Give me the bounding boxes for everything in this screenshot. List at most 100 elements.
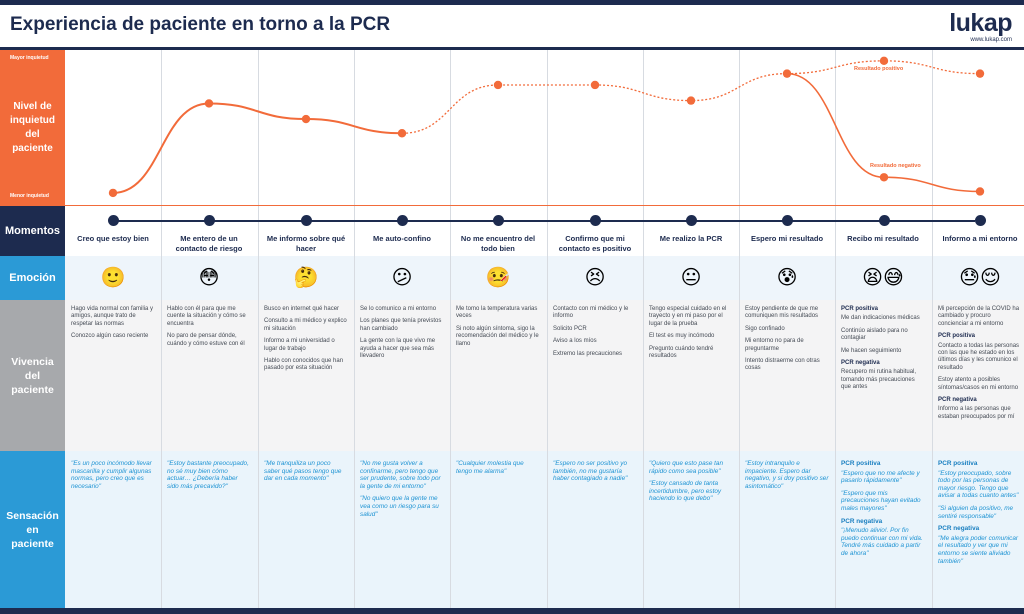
vivencia-cell: Mi percepción de la COVID ha cambiado y … (932, 306, 1024, 426)
emotion-cell: 😣 (547, 265, 643, 291)
anxious-emoji-icon: 😰 (776, 265, 798, 289)
vivencia-item: No paro de pensar dónde, cuándo y cómo e… (167, 333, 245, 347)
sensacion-quote: "Espero que mis precauciones hayan evita… (841, 489, 921, 512)
column-divider (932, 50, 933, 608)
timeline-dot (590, 215, 601, 226)
smile-emoji-icon: 🙂 (100, 265, 126, 289)
vivencia-cell: Tengo especial cuidado en el trayecto y … (643, 306, 739, 365)
moment-label: Me auto-confino (373, 234, 431, 243)
persevering-emoji-icon: 😣 (584, 265, 606, 289)
curve-point (975, 69, 985, 78)
thinking-emoji-icon: 🤔 (293, 265, 319, 289)
vivencia-item: Me hacen seguimiento (841, 347, 902, 354)
moment-label: No me encuentro del todo bien (460, 234, 536, 253)
sensacion-cell: "Cualquier molestia que tengo me alarma" (450, 460, 546, 480)
emotion-cell: 😕 (354, 265, 450, 291)
sensacion-subheading: PCR positiva (841, 460, 881, 467)
vivencia-item: Sigo confinado (745, 325, 785, 332)
timeline-dot (397, 215, 408, 226)
sensacion-quote: "Espero no ser positivo yo también, no m… (553, 460, 628, 483)
curve-label-negativo: Resultado negativo (870, 163, 921, 169)
column-divider (547, 50, 548, 608)
curve-point (493, 80, 503, 90)
tired-and-relieved-emoji-icon: 😫😅 (862, 265, 904, 289)
vivencia-item: Estoy atento a posibles síntomas/casos e… (938, 377, 1019, 391)
vivencia-item: Me tomo la temperatura varias veces (456, 306, 538, 320)
row-label-emocion: Emoción (0, 256, 65, 300)
sensacion-quote: "Es un poco incómodo llevar mascarilla y… (71, 460, 152, 490)
vivencia-item: Informo a mi universidad o lugar de trab… (264, 338, 335, 352)
emotion-cell: 😓😌 (932, 265, 1024, 291)
sensacion-quote: "Quiero que esto pase tan rápido como se… (649, 460, 724, 475)
curve-positive-branch (786, 60, 981, 75)
vivencia-item: Recupero mi rutina habitual, tomando más… (841, 369, 917, 391)
sensacion-cell: "Me tranquiliza un poco saber qué pasos … (258, 460, 354, 488)
column-divider (835, 50, 836, 608)
scale-top-label: Mayor inquietud (10, 55, 49, 61)
vivencia-item: Intento distraerme con otras cosas (745, 358, 820, 372)
vivencia-item: Hago vida normal con familia y amigos, a… (71, 306, 154, 327)
sensacion-quote: "No me gusta volver a confinarme, pero t… (360, 460, 441, 490)
vivencia-item: Informo a las personas que estaban preoc… (938, 406, 1015, 420)
inquietud-chart (108, 56, 985, 198)
vivencia-cell: Se lo comunico a mi entorno Los planes qu… (354, 306, 450, 365)
top-bar (0, 0, 1024, 5)
vivencia-cell: Estoy pendiente de que me comuniquen mis… (739, 306, 835, 378)
chart-baseline (65, 205, 1024, 206)
sensacion-cell: "Es un poco incómodo llevar mascarilla y… (65, 460, 161, 495)
moment-label: Me realizo la PCR (659, 234, 723, 243)
vivencia-item: Mi percepción de la COVID ha cambiado y … (938, 306, 1020, 327)
column-divider (354, 50, 355, 608)
vivencia-cell: Hablo con él para que me cuente la situa… (161, 306, 257, 353)
timeline-dot (975, 215, 986, 226)
confused-emoji-icon: 😕 (391, 265, 413, 289)
sensacion-band (65, 451, 1024, 608)
row-label-nivel: Nivel de inquietud del paciente (0, 50, 65, 206)
emotion-cell: 😳 (161, 265, 257, 291)
feverish-emoji-icon: 🤒 (485, 265, 511, 289)
timeline-dot (301, 215, 312, 226)
curve-point (686, 96, 696, 105)
column-divider (739, 50, 740, 608)
curve-point (782, 69, 792, 78)
vivencia-subheading: PCR negativa (841, 360, 880, 367)
moment-label: Confirmo que mi contacto es positivo (558, 234, 632, 253)
timeline-dot (108, 215, 119, 226)
moment-label: Recibo mi resultado (847, 234, 919, 243)
vivencia-subheading: PCR positiva (841, 306, 879, 312)
bottom-bar (0, 608, 1024, 614)
curve-point (590, 80, 600, 90)
emotion-cell: 😐 (643, 265, 739, 291)
row-label-sensacion: Sensación en paciente (0, 451, 65, 608)
moment-label: Espero mi resultado (750, 234, 824, 243)
timeline-dot (204, 215, 215, 226)
emotion-cell: 🤒 (450, 265, 546, 291)
moment-label: Me informo sobre qué hacer (266, 234, 346, 253)
vivencia-item: Si noto algún síntoma, sigo la recomenda… (456, 325, 539, 347)
vivencia-item: Los planes que tenía previstos han cambi… (360, 318, 442, 332)
vivencia-item: Extremo las precauciones (553, 350, 623, 357)
column-divider (258, 50, 259, 608)
moment-label: Me entero de un contacto de riesgo (175, 234, 243, 253)
sensacion-quote: "Espero que no me afecte y pasarlo rápid… (841, 469, 920, 485)
page-title: Experiencia de paciente en torno a la PC… (10, 14, 391, 35)
row-label-emocion-text: Emoción (9, 272, 56, 284)
vivencia-item: Conozco algún caso reciente (71, 333, 149, 340)
sensacion-quote: "Si alguien da positivo, me sentiré resp… (938, 504, 1014, 520)
sensacion-cell: "Estoy bastante preocupado, no sé muy bi… (161, 460, 257, 495)
curve-point-negative (975, 187, 985, 196)
row-label-momentos-text: Momentos (5, 225, 60, 237)
emotion-cell: 😫😅 (835, 265, 931, 291)
moment-label: Informo a mi entorno (942, 234, 1018, 243)
scale-bottom-label: Menor inquietud (10, 193, 49, 199)
sensacion-cell: "Estoy intranquilo e impaciente. Espero … (739, 460, 835, 495)
row-label-vivencia-text: Vivencia del paciente (11, 355, 54, 396)
vivencia-item: Contacto a todas las personas con las qu… (938, 342, 1020, 371)
vivencia-cell: Hago vida normal con familia y amigos, a… (65, 306, 161, 346)
vivencia-item: Contacto con mi médico y le informo (553, 306, 629, 320)
vivencia-subheading: PCR positiva (938, 333, 976, 340)
logo-wordmark: lukap (949, 9, 1012, 37)
chart-band (65, 50, 1024, 206)
emocion-band (65, 256, 1024, 300)
sensacion-quote: "Estoy bastante preocupado, no sé muy bi… (167, 460, 249, 490)
